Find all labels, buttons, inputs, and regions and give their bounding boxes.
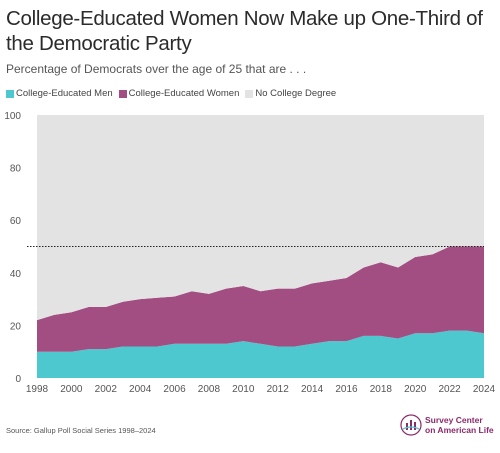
x-tick-label: 2008 xyxy=(198,384,221,395)
legend: College-Educated Men College-Educated Wo… xyxy=(6,88,342,99)
y-tick-label: 20 xyxy=(10,321,22,332)
x-tick-label: 2018 xyxy=(370,384,393,395)
logo-line-1: Survey Center xyxy=(425,415,483,425)
legend-label-women: College-Educated Women xyxy=(128,88,240,99)
x-tick-label: 2000 xyxy=(60,384,83,395)
area-college-educated-men xyxy=(37,330,484,378)
y-tick-label: 0 xyxy=(15,374,21,385)
legend-item-men: College-Educated Men xyxy=(6,88,113,99)
stacked-area-chart: 0 20 40 60 80 100 1998 2000 2002 2004 2006 2008 2010… xyxy=(4,111,496,395)
source-note: Source: Gallup Poll Social Series 1998–2… xyxy=(6,426,156,435)
legend-label-no-college: No College Degree xyxy=(255,88,337,99)
area-no-college-degree xyxy=(37,115,484,321)
logo-line-2: on American Life xyxy=(425,425,494,435)
area-college-educated-women xyxy=(37,246,484,352)
x-tick-label: 1998 xyxy=(26,384,49,395)
x-tick-label: 2004 xyxy=(129,384,152,395)
x-tick-label: 2020 xyxy=(404,384,427,395)
legend-label-men: College-Educated Men xyxy=(16,88,113,99)
legend-swatch-no-college xyxy=(245,89,254,98)
legend-item-no-college: No College Degree xyxy=(245,88,336,99)
x-tick-label: 2016 xyxy=(335,384,358,395)
logo: Survey Center on American Life xyxy=(400,414,494,436)
legend-item-women: College-Educated Women xyxy=(118,88,240,99)
x-tick-label: 2010 xyxy=(232,384,255,395)
x-tick-label: 2014 xyxy=(301,384,324,395)
y-tick-label: 60 xyxy=(10,216,22,227)
x-tick-label: 2022 xyxy=(438,384,461,395)
x-tick-label: 2002 xyxy=(95,384,118,395)
logo-text: Survey Center on American Life xyxy=(425,415,494,435)
y-tick-label: 40 xyxy=(10,269,22,280)
x-tick-label: 2006 xyxy=(163,384,186,395)
chart-subtitle: Percentage of Democrats over the age of … xyxy=(6,62,307,76)
y-tick-label: 100 xyxy=(4,111,21,122)
legend-swatch-women xyxy=(118,89,127,98)
y-tick-label: 80 xyxy=(10,164,22,175)
legend-swatch-men xyxy=(6,89,14,98)
x-tick-label: 2012 xyxy=(267,384,290,395)
chart-title: College-Educated Women Now Make up One-T… xyxy=(6,7,483,55)
x-tick-label: 2024 xyxy=(473,384,496,395)
bar-chart-logo-icon xyxy=(400,414,422,436)
